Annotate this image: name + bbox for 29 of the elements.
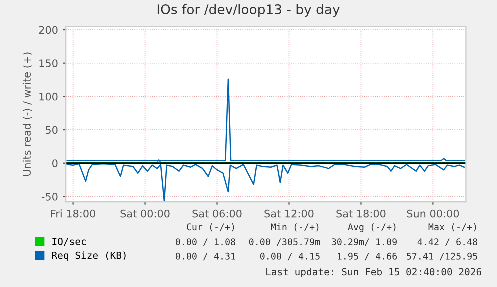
text: Avg (-/+) (348, 224, 396, 232)
text: 0.00 / 1.08 (176, 238, 236, 246)
text: Min (-/+) (271, 223, 319, 232)
y-tick-label: 200 (39, 26, 58, 34)
text: 0.00 /305.79m (249, 238, 320, 246)
text: 0.00 / 4.15 (260, 252, 320, 261)
y-tick-label: 0 (52, 160, 58, 168)
text: Last update: Sun Feb 15 02:40:00 2026 (266, 268, 482, 278)
x-tick-label: Sat 06:00 (192, 210, 242, 218)
text: Cur (-/+) (187, 224, 234, 232)
text: 30.29m/ 1.09 (332, 238, 397, 246)
x-tick-label: Sat 12:00 (264, 210, 314, 218)
y-tick-label: 50 (46, 126, 58, 134)
text: 4.42 / 6.48 (418, 238, 478, 246)
legend-label: IO/sec (52, 238, 86, 246)
text: 1.95 / 4.66 (338, 252, 398, 261)
x-tick-label: Sat 00:00 (120, 210, 170, 218)
x-tick-label: Fri 18:00 (51, 210, 96, 218)
text: Max (-/+) (428, 224, 476, 232)
text: 57.41 /125.95 (407, 252, 478, 261)
text: 0.00 / 4.31 (176, 252, 236, 261)
y-tick-label: 100 (40, 92, 58, 101)
y-axis-title: Units read (-) / write (+) (22, 52, 32, 176)
y-tick-label: 150 (40, 60, 58, 68)
legend-label: Req Size (KB) (52, 252, 126, 262)
y-tick-label: -50 (42, 192, 58, 201)
chart-title: IOs for /dev/loop13 - by day (158, 4, 340, 18)
x-tick-label: Sun 00:00 (407, 210, 460, 218)
x-tick-label: Sat 18:00 (336, 210, 386, 218)
